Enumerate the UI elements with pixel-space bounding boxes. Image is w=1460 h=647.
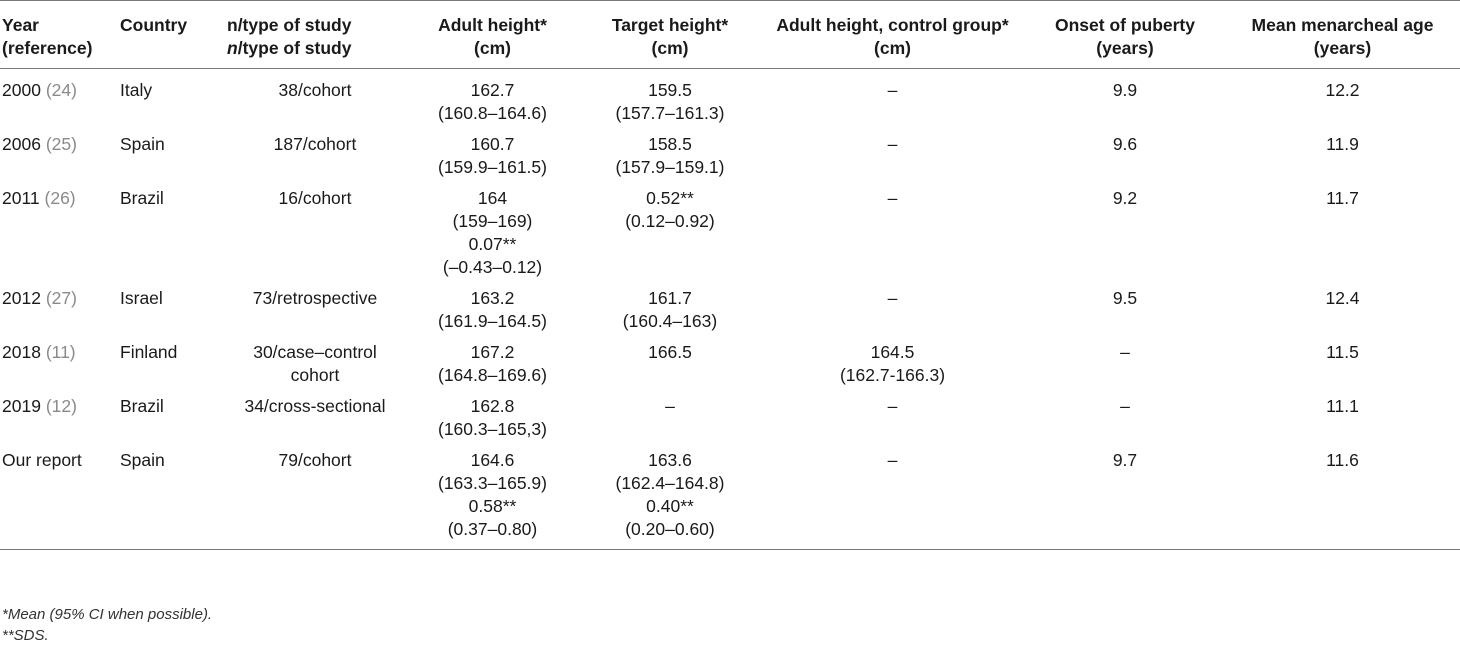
- footnote-mean: *Mean (95% CI when possible).: [2, 606, 213, 623]
- cell-target-height: –: [665, 396, 675, 416]
- data-table: Year (reference) Country n/type of study…: [0, 0, 1460, 550]
- header-menarcheal-age: Mean menarcheal age (years): [1251, 15, 1434, 58]
- cell-study: 187/cohort: [273, 134, 357, 154]
- cell-target-height: 166.5: [648, 342, 692, 362]
- cell-year: 2000 (24): [2, 80, 77, 100]
- cell-study: 38/cohort: [278, 80, 352, 100]
- cell-onset-puberty: –: [1120, 396, 1130, 416]
- table-row: 2018 (11) Finland 30/case–control cohort30…: [0, 335, 1460, 389]
- cell-onset-puberty: 9.7: [1112, 450, 1138, 470]
- cell-menarcheal-age: 11.6: [1326, 450, 1359, 470]
- cell-adult-height: 162.8 (160.3–165,3): [438, 396, 547, 439]
- table-footnotes: *Mean (95% CI when possible). **SDS.: [2, 604, 212, 646]
- header-target-height: Target height* (cm): [611, 15, 729, 58]
- footnote-sds: **SDS.: [2, 627, 49, 644]
- cell-onset-puberty: 9.9: [1112, 80, 1138, 100]
- reference-link: (12): [45, 396, 77, 416]
- cell-adult-height: 160.7 (159.9–161.5): [438, 134, 547, 177]
- header-adult-height: Adult height* (cm): [438, 15, 547, 58]
- table-body: 2000 (24) Italy 38/cohort 162.7 (160.8–164.6…: [0, 69, 1460, 550]
- cell-menarcheal-age: 11.7: [1326, 188, 1359, 208]
- cell-target-height: 159.5 (157.7–161.3): [615, 80, 725, 123]
- cell-year: 2018 (11): [2, 342, 76, 362]
- cell-country: Israel: [120, 288, 163, 308]
- cell-adult-height: 162.7 (160.8–164.6): [438, 80, 547, 123]
- cell-menarcheal-age: 11.9: [1326, 134, 1359, 154]
- cell-menarcheal-age: 12.2: [1325, 80, 1360, 100]
- cell-control-height: –: [887, 396, 898, 416]
- table-header: Year (reference) Country n/type of study…: [0, 0, 1460, 69]
- cell-target-height: 158.5 (157.9–159.1): [615, 134, 725, 177]
- header-year: Year (reference): [2, 15, 93, 58]
- cell-control-height: 164.5 (162.7-166.3): [839, 342, 946, 385]
- header-control-height: Adult height, control group* (cm): [776, 15, 1009, 58]
- cell-onset-puberty: 9.5: [1112, 288, 1138, 308]
- cell-study: 73/retrospective: [252, 288, 378, 308]
- header-onset-puberty: Onset of puberty (years): [1054, 15, 1195, 58]
- cell-study: 34/cross-sectional: [244, 396, 386, 416]
- cell-menarcheal-age: 11.1: [1326, 396, 1359, 416]
- cell-adult-height: 167.2 (164.8–169.6): [438, 342, 547, 385]
- cell-year: 2012 (27): [2, 288, 77, 308]
- cell-onset-puberty: 9.6: [1112, 134, 1138, 154]
- reference-link: (26): [44, 188, 76, 208]
- cell-year: 2011 (26): [2, 188, 76, 208]
- cell-control-height: –: [887, 188, 898, 208]
- cell-adult-height: 163.2 (161.9–164.5): [438, 288, 547, 331]
- cell-country: Brazil: [120, 188, 164, 208]
- reference-link: (25): [45, 134, 77, 154]
- cell-target-height: 163.6 (162.4–164.8) 0.40** (0.20–0.60): [615, 450, 725, 539]
- cell-menarcheal-age: 12.4: [1325, 288, 1360, 308]
- table-row: 2019 (12) Brazil 34/cross-sectional 162.8 (1…: [0, 389, 1460, 443]
- reference-link: (11): [45, 342, 76, 362]
- table-row: 2006 (25) Spain 187/cohort 160.7 (159.9–161.…: [0, 127, 1460, 181]
- cell-study: 16/cohort: [278, 188, 352, 208]
- table-row: 2012 (27) Israel 73/retrospective 163.2 (161…: [0, 281, 1460, 335]
- cell-target-height: 161.7 (160.4–163): [622, 288, 718, 331]
- cell-study: 79/cohort: [278, 450, 352, 470]
- cell-control-height: –: [887, 80, 898, 100]
- cell-control-height: –: [887, 450, 898, 470]
- cell-adult-height: 164 (159–169) 0.07** (–0.43–0.12): [442, 188, 543, 277]
- header-study: n/type of study n/type of study: [227, 15, 352, 58]
- cell-onset-puberty: 9.2: [1112, 188, 1138, 208]
- cell-country: Italy: [120, 80, 153, 100]
- cell-country: Brazil: [120, 396, 164, 416]
- cell-country: Spain: [120, 450, 165, 470]
- table-row: 2011 (26) Brazil 16/cohort 164 (159–169) 0.07…: [0, 181, 1460, 281]
- table-row: Our report Spain 79/cohort 164.6 (163.3–165.…: [0, 443, 1460, 550]
- cell-study: 30/case–control cohort30/case–controlcoh…: [253, 342, 377, 385]
- cell-country: Finland: [120, 342, 178, 362]
- cell-onset-puberty: –: [1120, 342, 1130, 362]
- cell-year: 2006 (25): [2, 134, 77, 154]
- cell-control-height: –: [887, 288, 898, 308]
- cell-control-height: –: [887, 134, 898, 154]
- cell-year: 2019 (12): [2, 396, 77, 416]
- cell-country: Spain: [120, 134, 165, 154]
- cell-menarcheal-age: 11.5: [1326, 342, 1359, 362]
- cell-target-height: 0.52** (0.12–0.92): [625, 188, 715, 231]
- header-country: Country: [120, 15, 188, 35]
- reference-link: (24): [45, 80, 77, 100]
- reference-link: (27): [45, 288, 77, 308]
- cell-adult-height: 164.6 (163.3–165.9) 0.58** (0.37–0.80): [438, 450, 547, 539]
- cell-year: Our report: [2, 450, 82, 470]
- table-row: 2000 (24) Italy 38/cohort 162.7 (160.8–164.6…: [0, 69, 1460, 128]
